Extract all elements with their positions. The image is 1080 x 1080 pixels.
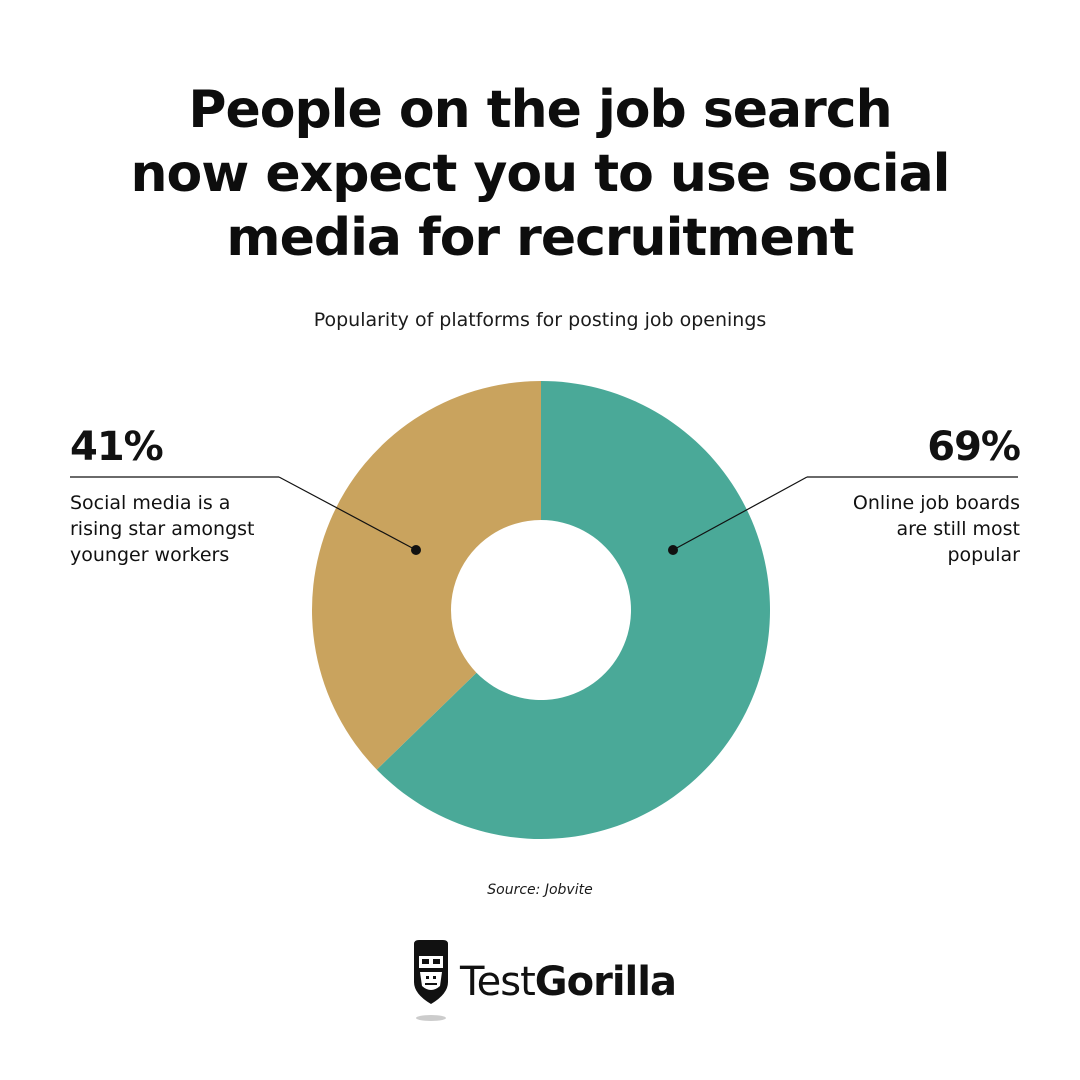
brand-name-light: Test (460, 959, 536, 1005)
social-media-leader-line (278, 476, 417, 551)
chart-subtitle: Popularity of platforms for posting job … (313, 309, 767, 331)
source-note: Source: Jobvite (487, 882, 593, 898)
social-media-slice (312, 381, 541, 770)
gorilla-head-icon (414, 940, 448, 1021)
description-line: younger workers (70, 544, 230, 566)
description-line: Social media is a (70, 492, 231, 514)
title-line: now expect you to use social (130, 144, 951, 204)
description-line: rising star amongst (70, 518, 255, 540)
page-title: People on the job search now expect you … (0, 78, 1080, 270)
job-boards-slice (376, 380, 771, 839)
job-boards-leader-line (672, 476, 808, 551)
brand-wordmark: TestGorilla (460, 958, 677, 1006)
description-line: are still most (896, 518, 1020, 540)
title-line: People on the job search (188, 80, 892, 140)
job-boards-description: Online job boards are still most popular (790, 490, 1020, 568)
job-boards-percentage: 69% (927, 424, 1021, 470)
social-media-marker-dot (411, 545, 421, 555)
testgorilla-logo: TestGorilla (408, 938, 678, 1024)
brand-name-bold: Gorilla (534, 959, 677, 1005)
description-line: popular (947, 544, 1020, 566)
description-line: Online job boards (852, 492, 1020, 514)
job-boards-marker-dot (668, 545, 678, 555)
title-line: media for recruitment (226, 208, 854, 268)
social-media-percentage: 41% (70, 424, 164, 470)
social-media-description: Social media is a rising star amongst yo… (70, 490, 300, 568)
